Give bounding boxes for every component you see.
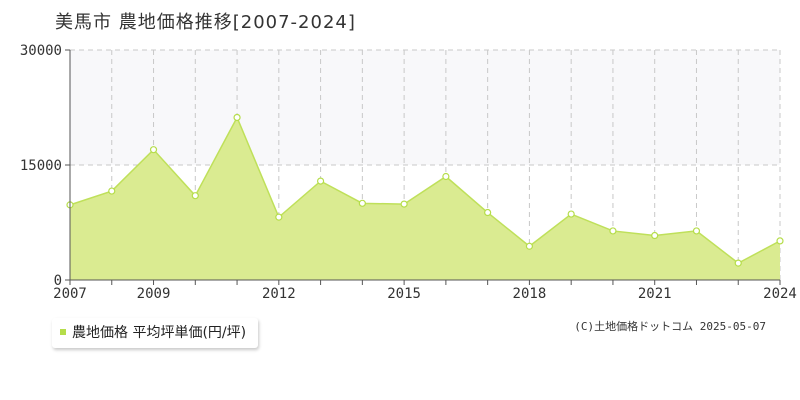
data-point <box>567 210 575 218</box>
x-tick-label: 2015 <box>387 286 421 302</box>
x-tick-label: 2021 <box>638 286 672 302</box>
data-point <box>734 259 742 267</box>
data-point <box>609 227 617 235</box>
x-tick-label: 2007 <box>53 286 87 302</box>
legend: 農地価格 平均坪単価(円/坪) <box>52 318 259 348</box>
data-point <box>525 242 534 250</box>
data-point <box>191 192 199 200</box>
data-point <box>400 200 408 208</box>
copyright-text: (C)土地価格ドットコム 2025-05-07 <box>574 320 766 333</box>
legend-label: 農地価格 平均坪単価(円/坪) <box>72 325 247 341</box>
data-point <box>275 213 283 221</box>
data-point <box>442 172 450 181</box>
data-point <box>108 187 116 195</box>
data-point <box>776 237 784 245</box>
data-point <box>484 208 492 217</box>
data-point <box>692 227 701 235</box>
legend-swatch <box>60 329 66 335</box>
chart-title: 美馬市 農地価格推移[2007-2024] <box>55 12 356 33</box>
y-tick-label: 0 <box>54 273 62 289</box>
x-tick-label: 2012 <box>262 286 296 302</box>
data-point <box>316 177 325 185</box>
series-line <box>69 115 781 265</box>
y-tick-label: 30000 <box>20 43 62 59</box>
data-point <box>233 113 241 122</box>
series-area <box>70 117 780 280</box>
x-tick-label: 2024 <box>763 286 797 302</box>
data-point <box>358 199 366 207</box>
y-tick-label: 15000 <box>20 158 62 174</box>
data-point <box>149 146 158 154</box>
x-tick-label: 2009 <box>137 286 171 302</box>
plot-band-upper <box>70 50 780 165</box>
data-point <box>651 231 659 240</box>
x-tick-label: 2018 <box>513 286 547 302</box>
